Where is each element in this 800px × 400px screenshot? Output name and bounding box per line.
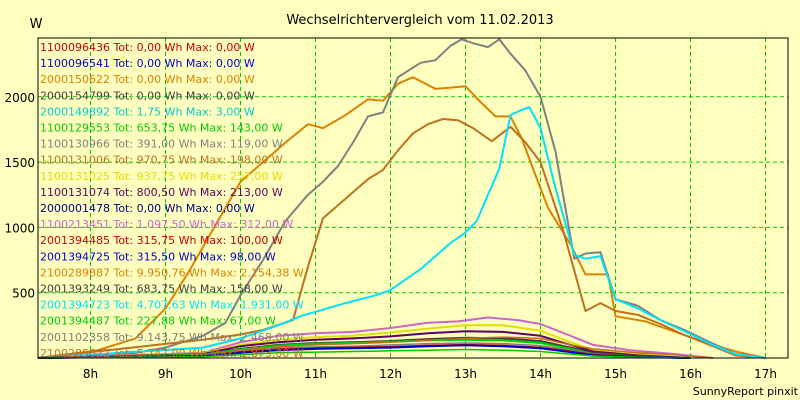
legend-entry: 2001394485 Tot: 315,75 Wh Max: 100,00 W — [40, 234, 283, 247]
y-axis-ticks: 500 1000 1500 2000 — [4, 91, 35, 301]
x-tick-label: 17h — [754, 367, 777, 381]
x-tick-label: 13h — [454, 367, 477, 381]
legend-entry: 1100131074 Tot: 800,50 Wh Max: 213,00 W — [40, 186, 283, 199]
legend-entry: 2100289887 Tot: 9.950,76 Wh Max: 2.154,3… — [40, 266, 304, 279]
legend-entry: 1100131025 Tot: 937,75 Wh Max: 257,00 W — [40, 170, 283, 183]
legend: 1100096436 Tot: 0,00 Wh Max: 0,00 W 11000… — [40, 41, 304, 360]
x-tick-label: 9h — [158, 367, 173, 381]
y-axis-unit-label: W — [30, 17, 43, 32]
series-line-14 — [37, 348, 691, 359]
x-tick-label: 12h — [379, 367, 402, 381]
series-line-3 — [37, 118, 766, 359]
plot-frame — [37, 37, 789, 359]
x-tick-label: 11h — [304, 367, 327, 381]
x-tick-label: 16h — [679, 367, 702, 381]
x-tick-label: 14h — [529, 367, 552, 381]
x-tick-label: 8h — [83, 367, 98, 381]
legend-entry: 1100213451 Tot: 1.097,50 Wh Max: 312,00 … — [40, 218, 293, 231]
chart-title: Wechselrichtervergleich vom 11.02.2013 — [286, 13, 553, 28]
series-line-13 — [37, 344, 691, 359]
legend-entry: 2001394725 Tot: 315,50 Wh Max: 98,00 W — [40, 250, 276, 263]
x-tick-label: 15h — [604, 367, 627, 381]
legend-entry: 2001394723 Tot: 4.707,63 Wh Max: 1.931,0… — [40, 299, 304, 312]
series-line-7 — [37, 330, 691, 359]
x-axis-ticks: 8h 9h 10h 11h 12h 13h 14h 15h 16h 17h — [83, 367, 777, 381]
legend-entry: 2001394487 Tot: 227,88 Wh Max: 67,00 W — [40, 315, 276, 328]
series-line-4 — [37, 106, 766, 359]
legend-entry: 2000001478 Tot: 0,00 Wh Max: 0,00 W — [40, 202, 255, 215]
legend-entry: 1100129553 Tot: 653,75 Wh Max: 143,00 W — [40, 122, 283, 135]
legend-entry: 2100285622 Tot: 5.747,00 Wh Max: 1.873,0… — [40, 347, 304, 360]
legend-entry: 1100096436 Tot: 0,00 Wh Max: 0,00 W — [40, 41, 255, 54]
y-tick-label: 1000 — [4, 221, 35, 235]
series-line-5 — [37, 316, 714, 359]
legend-entry: 2000154799 Tot: 0,00 Wh Max: 0,00 W — [40, 89, 255, 102]
legend-entry: 2001393249 Tot: 683,75 Wh Max: 158,00 W — [40, 283, 283, 296]
legend-entry: 2000150622 Tot: 0,00 Wh Max: 0,00 W — [40, 73, 255, 86]
series-line-10 — [37, 336, 714, 359]
grid — [38, 38, 788, 358]
legend-entry: 2000149892 Tot: 1,75 Wh Max: 3,00 W — [40, 105, 255, 118]
footer-credit: SunnyReport pinxit — [693, 385, 799, 398]
legend-entry: 1100130966 Tot: 391,00 Wh Max: 119,00 W — [40, 138, 283, 151]
series-lines — [37, 38, 766, 359]
y-tick-label: 2000 — [4, 91, 35, 105]
y-tick-label: 1500 — [4, 156, 35, 170]
y-tick-label: 500 — [12, 287, 35, 301]
x-tick-label: 10h — [229, 367, 252, 381]
legend-entry: 1100096541 Tot: 0,00 Wh Max: 0,00 W — [40, 57, 255, 70]
legend-entry: 1100131006 Tot: 970,75 Wh Max: 198,00 W — [40, 154, 283, 167]
legend-entry: 2001102358 Tot: 9.143,75 Wh Max: 2.468,0… — [40, 331, 304, 344]
